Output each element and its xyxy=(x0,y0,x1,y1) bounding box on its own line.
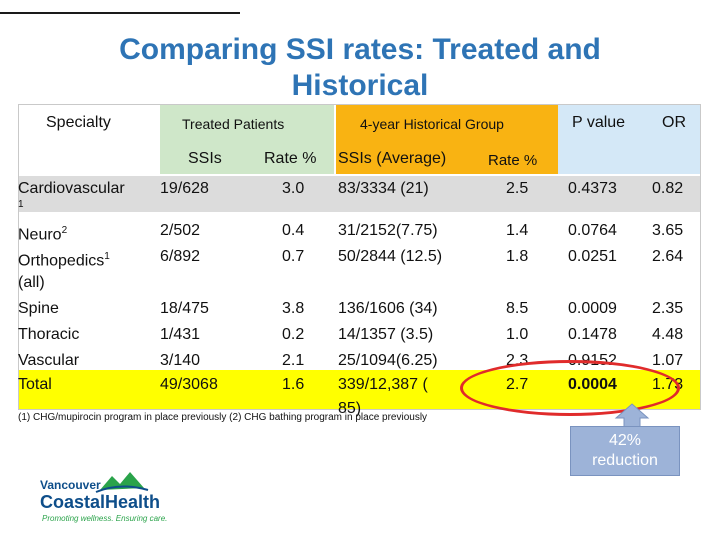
row-neuro-specialty: Neuro2 xyxy=(18,225,68,244)
row-thoracic-hist: 14/1357 (3.5) xyxy=(338,326,434,343)
top-rule xyxy=(0,12,240,14)
row-neuro-rate: 0.4 xyxy=(282,222,305,239)
row-ortho-hrate: 1.8 xyxy=(506,248,529,265)
row-spine-hist: 136/1606 (34) xyxy=(338,300,438,317)
row-vascular-ssis: 3/140 xyxy=(160,352,201,369)
subheader-rate-historical: Rate % xyxy=(488,152,538,169)
row-spine-or: 2.35 xyxy=(652,300,684,317)
row-spine-p: 0.0009 xyxy=(568,300,617,317)
header-specialty: Specialty xyxy=(46,114,111,131)
vch-logo-mountains-icon xyxy=(95,472,149,493)
row-spine-specialty: Spine xyxy=(18,300,59,317)
row-vascular-hist: 25/1094(6.25) xyxy=(338,352,438,369)
row-thoracic-rate: 0.2 xyxy=(282,326,305,343)
header-treated: Treated Patients xyxy=(182,116,285,132)
logo-line2: CoastalHealth xyxy=(40,492,161,512)
row-cardiovascular-hist: 83/3334 (21) xyxy=(338,180,429,197)
title-line-2: Historical xyxy=(291,69,429,102)
row-cardiovascular-specialty: Cardiovascular xyxy=(18,180,125,197)
header-historical-cell xyxy=(336,104,558,174)
subheader-ssis: SSIs xyxy=(188,150,222,167)
row-thoracic-ssis: 1/431 xyxy=(160,326,201,343)
logo-line1: Vancouver xyxy=(40,478,101,492)
row-vascular-specialty: Vascular xyxy=(18,352,80,369)
row-cardiovascular-ssis: 19/628 xyxy=(160,180,209,197)
row-neuro-p: 0.0764 xyxy=(568,222,617,239)
logo-tagline: Promoting wellness. Ensuring care. xyxy=(42,514,168,523)
row-cardiovascular-p: 0.4373 xyxy=(568,180,617,197)
row-total-ssis: 49/3068 xyxy=(160,376,218,393)
callout-percent: 42% xyxy=(608,432,642,449)
row-neuro-ssis: 2/502 xyxy=(160,222,201,239)
reduction-callout: 42% reduction xyxy=(570,426,680,476)
header-historical: 4-year Historical Group xyxy=(360,116,504,132)
row-ortho-p: 0.0251 xyxy=(568,248,617,265)
row-thoracic-hrate: 1.0 xyxy=(506,326,529,343)
row-spine-hrate: 8.5 xyxy=(506,300,529,317)
header-treated-cell xyxy=(160,104,334,174)
row-ortho-or: 2.64 xyxy=(652,248,684,265)
row-all-specialty: (all) xyxy=(18,274,45,291)
row-total-specialty: Total xyxy=(18,376,52,393)
row-spine-rate: 3.8 xyxy=(282,300,305,317)
table-frame xyxy=(18,104,701,410)
header-pvalue-cell xyxy=(558,104,646,174)
title-line-1: Comparing SSI rates: Treated and xyxy=(119,33,601,66)
header-specialty-cell xyxy=(18,104,154,174)
row-cardiovascular-rate: 3.0 xyxy=(282,180,305,197)
row-vascular-rate: 2.1 xyxy=(282,352,305,369)
row-cardiovascular-hrate: 2.5 xyxy=(506,180,529,197)
slide-title: Comparing SSI rates: Treated and Histori… xyxy=(60,32,660,104)
header-or-cell xyxy=(646,104,701,174)
subheader-rate: Rate % xyxy=(264,150,317,167)
row-neuro-hist: 31/2152(7.75) xyxy=(338,222,438,239)
row-thoracic-or: 4.48 xyxy=(652,326,684,343)
header-or: OR xyxy=(662,114,686,131)
row-total-hist-cont: 85) xyxy=(338,400,362,417)
row-cardiovascular-sup: 1 xyxy=(18,199,24,210)
row-cardiovascular-or: 0.82 xyxy=(652,180,684,197)
row-thoracic-specialty: Thoracic xyxy=(18,326,80,343)
row-total-rate: 1.6 xyxy=(282,376,305,393)
row-ortho-ssis: 6/892 xyxy=(160,248,201,265)
row-neuro-hrate: 1.4 xyxy=(506,222,529,239)
row-neuro-or: 3.65 xyxy=(652,222,684,239)
row-ortho-specialty: Orthopedics1 xyxy=(18,251,110,270)
footnote: (1) CHG/mupirocin program in place previ… xyxy=(18,412,428,423)
row-thoracic-p: 0.1478 xyxy=(568,326,617,343)
subheader-ssis-average: SSIs (Average) xyxy=(338,150,447,167)
header-pvalue: P value xyxy=(572,114,626,131)
row-spine-ssis: 18/475 xyxy=(160,300,209,317)
callout-label: reduction xyxy=(592,452,658,469)
row-total-hist: 339/12,387 ( xyxy=(338,376,428,393)
row-ortho-hist: 50/2844 (12.5) xyxy=(338,248,443,265)
row-band-cardiovascular xyxy=(18,176,701,212)
row-ortho-rate: 0.7 xyxy=(282,248,305,265)
highlight-oval xyxy=(460,360,680,416)
row-vascular-or: 1.07 xyxy=(652,352,684,369)
